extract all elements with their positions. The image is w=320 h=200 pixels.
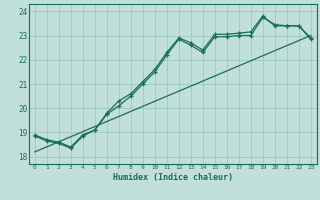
X-axis label: Humidex (Indice chaleur): Humidex (Indice chaleur) (113, 173, 233, 182)
